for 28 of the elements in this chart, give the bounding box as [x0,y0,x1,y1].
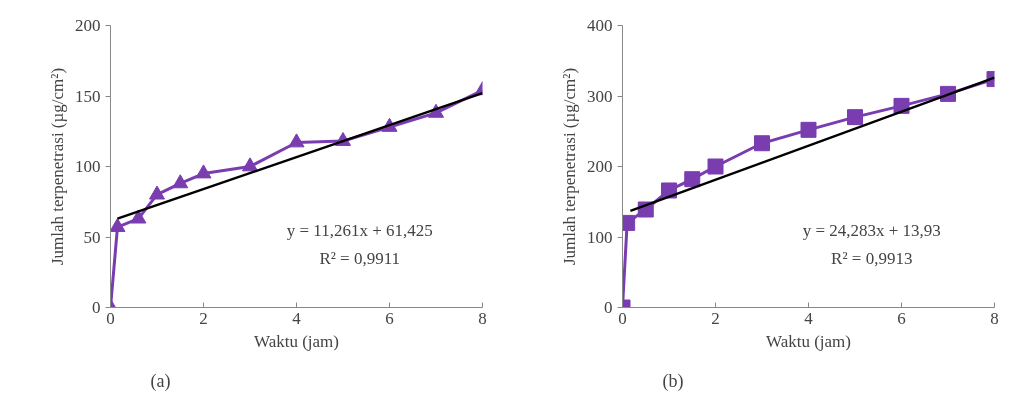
x-tick-label: 6 [385,308,394,328]
annotation: R² = 0,9913 [831,249,913,269]
x-tick-label: 8 [478,308,487,328]
x-axis-title: Waktu (jam) [765,331,852,351]
y-axis-title: Jumlah terpenetrasi (µg/cm²) [560,67,579,266]
x-tick-label: 4 [292,308,302,328]
annotation: y = 24,283x + 13,93 [802,220,941,240]
x-tick-label: 0 [618,308,627,328]
x-tick-label: 8 [990,308,999,328]
annotation: R² = 0,9911 [319,249,401,269]
x-tick-label: 6 [897,308,906,328]
text: (a) [150,370,171,392]
x-tick-label: 2 [199,308,208,328]
text: (b) [662,370,684,392]
y-tick-label: 200 [587,157,613,176]
annotation: y = 11,261x + 61,425 [286,220,433,240]
y-tick-label: 100 [587,227,613,247]
y-axis-title: Jumlah terpenetrasi (µg/cm²) [48,67,67,266]
y-tick-label: 400 [587,16,613,35]
y-tick-label: 100 [75,157,101,176]
y-tick-label: 150 [75,86,101,106]
y-tick-label: 200 [75,16,101,35]
x-tick-label: 4 [804,308,814,328]
y-tick-label: 50 [83,227,101,247]
x-tick-label: 2 [711,308,720,328]
x-axis-title: Waktu (jam) [253,331,340,351]
x-tick-label: 0 [106,308,115,328]
y-tick-label: 300 [587,86,613,106]
